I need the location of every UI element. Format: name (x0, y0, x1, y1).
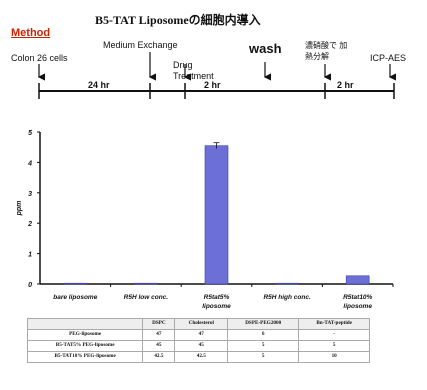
bar (204, 145, 229, 285)
table-cell: 42.5 (174, 351, 229, 363)
step-medium-exchange: Medium Exchange (103, 40, 178, 50)
duration-24hr: 24 hr (88, 80, 110, 90)
x-tick-label: bare liposome (53, 294, 97, 301)
table-header (26, 318, 144, 330)
y-tick-label: 1 (28, 252, 32, 259)
bar-chart: 0 1 2 3 4 5 ppm bare liposome R5H low conc. R5tat… (16, 130, 394, 310)
y-tick-label: 2 (27, 221, 32, 228)
table-cell: PEG-liposome (26, 329, 144, 341)
table-cell: B5-TAT10% PEG-liposome (26, 351, 144, 363)
y-axis-label: ppm (16, 201, 23, 217)
step-drug-treatment: Drug Treatment (173, 60, 214, 81)
table-cell: 5 (227, 340, 300, 352)
table-cell: 45 (174, 340, 229, 352)
table-row: B5-TAT10% PEG-liposome 42.5 42.5 5 10 (26, 351, 370, 363)
step-colon-cells: Colon 26 cells (11, 53, 68, 63)
table-cell: 5 (298, 340, 370, 352)
bar (345, 275, 370, 285)
duration-2hr-digest: 2 hr (337, 80, 354, 90)
y-tick-label: 0 (28, 282, 32, 289)
x-tick-label: R5H low conc. (124, 294, 169, 301)
composition-table: DSPC Cholesterol DSPE-PEG2000 Bn-TAT-pep… (26, 318, 370, 363)
step-icp-aes: ICP-AES (370, 53, 407, 63)
bar (275, 282, 299, 285)
duration-2hr-drug: 2 hr (204, 80, 221, 90)
step-wash: wash (249, 41, 282, 56)
table-row: PEG-liposome 47 47 6 - (26, 329, 370, 341)
method-heading: Method (11, 27, 51, 39)
step-acid-digestion: 濃硝酸で 加熱分解 (305, 41, 348, 61)
table-cell: - (298, 329, 370, 341)
table-header: DSPC (142, 318, 176, 330)
table-cell: 6 (227, 329, 300, 341)
table-cell: B5-TAT5% PEG-liposome (26, 340, 144, 352)
timeline-drawing (37, 52, 396, 99)
x-tick-label: liposome (202, 303, 231, 310)
slide-title: B5-TAT Liposomeの細胞内導入 (95, 13, 261, 27)
y-tick-label: 3 (28, 191, 32, 198)
table-header-row: DSPC Cholesterol DSPE-PEG2000 Bn-TAT-pep… (26, 318, 370, 330)
table-cell: 45 (142, 340, 176, 352)
y-tick-label: 4 (27, 160, 32, 167)
y-tick-label: 5 (28, 130, 32, 137)
table-cell: 47 (142, 329, 176, 341)
table-header: DSPE-PEG2000 (227, 318, 300, 330)
table-header: Cholesterol (174, 318, 229, 330)
table-row: B5-TAT5% PEG-liposome 45 45 5 5 (26, 340, 370, 352)
table-cell: 42.5 (142, 351, 176, 363)
table-header: Bn-TAT-peptide (298, 318, 370, 330)
x-tick-label: R5tat5% (204, 294, 230, 301)
x-tick-label: R5tat10% (343, 294, 372, 301)
bar (63, 282, 88, 285)
table-cell: 47 (174, 329, 229, 341)
x-tick-label: liposome (343, 303, 372, 310)
table-cell: 5 (227, 351, 300, 363)
table-cell: 10 (298, 351, 370, 363)
x-tick-label: R5H high conc. (263, 294, 311, 301)
bar (134, 282, 158, 285)
